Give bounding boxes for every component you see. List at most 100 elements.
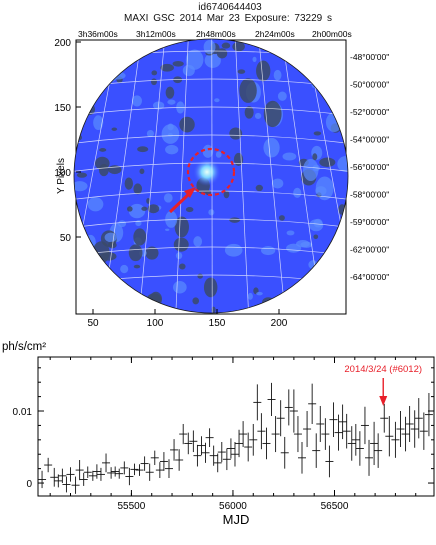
data-point — [54, 474, 63, 488]
data-point — [249, 423, 258, 456]
data-point — [102, 453, 111, 473]
data-point — [230, 441, 239, 467]
data-point — [267, 382, 276, 417]
y-tick-label: 0 — [26, 479, 32, 490]
data-point — [184, 432, 193, 455]
data-point — [88, 470, 97, 481]
map-y-tick: 50 — [60, 233, 72, 244]
data-point — [316, 405, 325, 442]
x-tick-label: 56500 — [321, 501, 349, 512]
data-point — [401, 416, 410, 452]
data-point — [50, 467, 59, 487]
data-point — [193, 444, 202, 467]
data-point — [321, 418, 330, 450]
data-point — [257, 413, 266, 450]
data-point — [44, 457, 53, 473]
map-dec-label: -64°00'00" — [350, 272, 389, 282]
data-point — [164, 459, 173, 478]
data-point — [338, 404, 347, 440]
data-point — [38, 470, 47, 489]
data-point — [351, 423, 360, 456]
data-point — [201, 442, 210, 463]
data-point — [365, 439, 374, 476]
data-point — [111, 466, 120, 477]
data-point — [197, 436, 206, 455]
data-point — [396, 411, 405, 448]
data-point — [424, 393, 433, 437]
data-point — [391, 421, 400, 458]
data-point — [325, 445, 334, 478]
data-point — [342, 413, 351, 449]
data-point — [213, 453, 222, 473]
map-dec-label: -50°00'00" — [350, 80, 389, 90]
data-point — [414, 398, 423, 439]
data-point — [347, 426, 356, 461]
data-point — [334, 414, 343, 451]
data-point — [107, 467, 116, 479]
map-dec-label: -54°00'00" — [350, 135, 389, 145]
map-y-tick: 150 — [54, 103, 71, 114]
data-point — [115, 468, 124, 479]
data-point — [280, 436, 289, 469]
x-tick-label: 56000 — [219, 501, 247, 512]
data-point — [209, 445, 218, 466]
observation-info: MAXI GSC 2014 Mar 23 Exposure: 73229 s — [124, 13, 332, 24]
data-point — [298, 441, 306, 474]
data-point — [271, 416, 280, 453]
map-y-label: Y Pixels — [56, 158, 67, 194]
data-point — [217, 441, 226, 463]
data-point — [329, 402, 338, 437]
data-point — [226, 438, 235, 459]
data-point — [62, 476, 71, 493]
data-point — [205, 428, 214, 448]
data-point — [179, 423, 188, 445]
data-point — [71, 476, 80, 494]
data-point — [66, 467, 75, 482]
y-tick-label: 0.01 — [13, 407, 33, 418]
data-point — [125, 467, 134, 486]
map-ra-label: 2h48m00s — [196, 29, 236, 39]
data-point — [145, 463, 154, 481]
data-point — [303, 411, 312, 448]
data-point — [385, 416, 394, 457]
data-point — [75, 459, 84, 481]
data-point — [92, 464, 101, 479]
observation-id: id6740644403 — [198, 2, 262, 13]
data-point — [239, 421, 248, 448]
data-point — [135, 464, 144, 476]
map-x-tick: 200 — [271, 318, 288, 329]
sky-map: 5010015020050100150200X PixelsY Pixels3h… — [54, 29, 389, 329]
data-point — [155, 462, 164, 478]
data-point — [410, 410, 419, 448]
data-point — [360, 406, 369, 445]
map-ra-label: 3h36m00s — [78, 29, 118, 39]
data-point — [175, 449, 184, 471]
source-arrow-head — [184, 187, 196, 198]
map-dec-label: -58°00'00" — [350, 190, 389, 200]
map-ra-label: 3h12m00s — [136, 29, 176, 39]
data-point — [380, 403, 389, 433]
data-point — [284, 389, 293, 426]
data-point — [262, 427, 271, 460]
map-x-tick: 150 — [209, 318, 226, 329]
data-point — [355, 431, 364, 466]
data-point — [293, 416, 302, 453]
map-dec-label: -62°00'00" — [350, 245, 389, 255]
data-point — [79, 472, 88, 486]
x-tick-label: 55500 — [118, 501, 146, 512]
data-point — [83, 466, 92, 478]
map-dec-label: -48°00'00" — [350, 52, 389, 62]
map-y-tick: 100 — [54, 168, 71, 179]
map-ra-label: 2h24m00s — [255, 29, 295, 39]
data-point — [308, 383, 317, 424]
map-x-tick: 50 — [87, 318, 99, 329]
map-x-tick: 100 — [147, 318, 164, 329]
data-point — [370, 421, 379, 466]
annotation-label: 2014/3/24 (#6012) — [344, 364, 422, 375]
data-point — [276, 400, 285, 437]
data-point — [405, 405, 414, 442]
data-point — [222, 448, 231, 471]
data-point — [189, 430, 198, 453]
data-point — [120, 461, 129, 475]
